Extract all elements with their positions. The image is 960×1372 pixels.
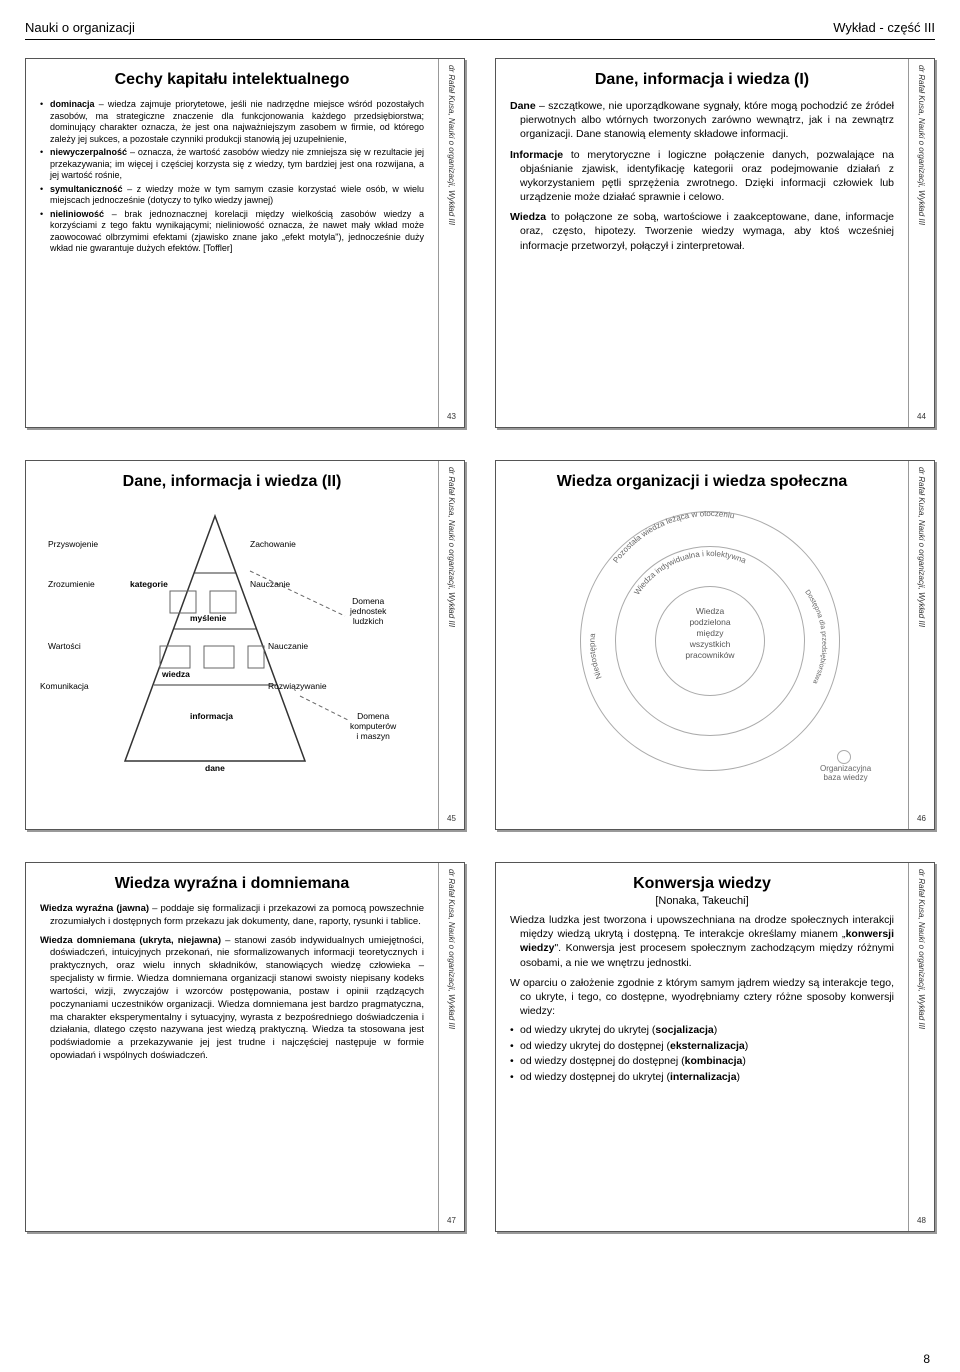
arc-right: Dostępna dla przedsiębiorstwa [803,589,827,685]
slide-body: Wiedza organizacji i wiedza społeczna Po… [496,461,908,829]
body-text: Dane – szczątkowe, nie uporządkowane syg… [510,99,894,253]
slide-sidebar: dr Rafał Kusa, Nauki o organizacji, Wykł… [438,461,464,829]
list-item: symultaniczność – z wiedzy może w tym sa… [40,184,424,207]
slide-sidebar: dr Rafał Kusa, Nauki o organizacji, Wykł… [908,461,934,829]
slide-sidebar: dr Rafał Kusa, Nauki o organizacji, Wykł… [438,59,464,427]
sidebar-credit: dr Rafał Kusa, Nauki o organizacji, Wykł… [447,467,456,810]
slide-sidebar: dr Rafał Kusa, Nauki o organizacji, Wykł… [438,863,464,1231]
slide-title: Dane, informacja i wiedza (II) [40,473,424,491]
bullet-list: od wiedzy ukrytej do ukrytej (socjalizac… [510,1024,894,1084]
list-item: nieliniowość – brak jednoznacznej korela… [40,209,424,255]
tri-t4: informacja [190,711,233,721]
org-base-text: Organizacyjna baza wiedzy [820,764,871,782]
paragraph: W oparciu o założenie zgodnie z którym s… [510,976,894,1019]
slide-sidebar: dr Rafał Kusa, Nauki o organizacji, Wykł… [908,863,934,1231]
triangle-diagram: Przyswojenie Zrozumienie Wartości Komuni… [40,501,424,791]
slide-43: Cechy kapitału intelektualnego dominacja… [25,58,465,428]
slide-body: Wiedza wyraźna i domniemana Wiedza wyraź… [26,863,438,1231]
slide-48: Konwersja wiedzy [Nonaka, Takeuchi] Wied… [495,862,935,1232]
arc-left: Niedostępna [588,632,604,680]
sidebar-credit: dr Rafał Kusa, Nauki o organizacji, Wykł… [917,869,926,1212]
svg-text:Dostępna dla przedsiębiorstwa: Dostępna dla przedsiębiorstwa [803,589,827,685]
slide-body: Cechy kapitału intelektualnego dominacja… [26,59,438,427]
slide-47: Wiedza wyraźna i domniemana Wiedza wyraź… [25,862,465,1232]
circle-center-text: Wiedza podzielona między wszystkich prac… [660,606,760,661]
paragraph: Dane – szczątkowe, nie uporządkowane syg… [510,99,894,142]
tri-label-r4: Rozwiązywanie [268,681,327,691]
tri-label-l4: Komunikacja [40,681,89,691]
slide-body: Dane, informacja i wiedza (II) Przyswoje… [26,461,438,829]
list-item: od wiedzy dostępnej do dostępnej (kombin… [510,1055,894,1068]
slide-44: Dane, informacja i wiedza (I) Dane – szc… [495,58,935,428]
tri-label-l2: Zrozumienie [48,579,95,589]
sidebar-credit: dr Rafał Kusa, Nauki o organizacji, Wykł… [447,65,456,408]
page-header: Nauki o organizacji Wykład - część III [25,20,935,40]
slide-number: 43 [447,412,456,421]
slide-body: Dane, informacja i wiedza (I) Dane – szc… [496,59,908,427]
slide-title: Wiedza organizacji i wiedza społeczna [510,473,894,491]
slide-number: 46 [917,814,926,823]
slide-45: Dane, informacja i wiedza (II) Przyswoje… [25,460,465,830]
slide-row-3: Wiedza wyraźna i domniemana Wiedza wyraź… [25,862,935,1232]
svg-text:Niedostępna: Niedostępna [588,632,604,680]
tri-t2: myślenie [190,613,226,623]
tri-label-r1: Zachowanie [250,539,296,549]
tri-label-l1: Przyswojenie [48,539,98,549]
slide-subtitle: [Nonaka, Takeuchi] [510,895,894,907]
slide-body: Konwersja wiedzy [Nonaka, Takeuchi] Wied… [496,863,908,1231]
slide-row-2: Dane, informacja i wiedza (II) Przyswoje… [25,460,935,830]
slide-46: Wiedza organizacji i wiedza społeczna Po… [495,460,935,830]
slide-number: 44 [917,412,926,421]
sidebar-credit: dr Rafał Kusa, Nauki o organizacji, Wykł… [447,869,456,1212]
paragraph: Informacje to merytoryczne i logiczne po… [510,148,894,205]
org-base-label: Organizacyjna baza wiedzy [820,741,871,782]
body-text: Wiedza ludzka jest tworzona i upowszechn… [510,913,894,1018]
tri-t1: kategorie [130,579,168,589]
slide-title: Cechy kapitału intelektualnego [40,71,424,89]
slide-row-1: Cechy kapitału intelektualnego dominacja… [25,58,935,428]
paragraph: Wiedza to połączone ze sobą, wartościowe… [510,210,894,253]
paragraph: Wiedza wyraźna (jawna) – poddaje się for… [40,903,424,929]
body-text: Wiedza wyraźna (jawna) – poddaje się for… [40,903,424,1063]
list-item: od wiedzy ukrytej do dostępnej (eksterna… [510,1040,894,1053]
list-item: od wiedzy dostępnej do ukrytej (internal… [510,1071,894,1084]
triangle-svg [40,501,438,791]
tri-label-l3: Wartości [48,641,81,651]
bullet-list: dominacja – wiedza zajmuje priorytetowe,… [40,99,424,255]
slide-title: Wiedza wyraźna i domniemana [40,875,424,893]
slide-sidebar: dr Rafał Kusa, Nauki o organizacji, Wykł… [908,59,934,427]
list-item: niewyczerpalność – oznacza, że wartość z… [40,147,424,182]
tri-label-r2: Nauczanie [250,579,290,589]
header-right: Wykład - część III [833,20,935,35]
sidebar-credit: dr Rafał Kusa, Nauki o organizacji, Wykł… [917,65,926,408]
tri-label-r3: Nauczanie [268,641,308,651]
org-base-icon [837,750,851,764]
domain-bottom: Domena komputerów i maszyn [350,711,396,742]
slide-title: Konwersja wiedzy [510,875,894,893]
tri-t5: dane [205,763,225,773]
slide-number: 45 [447,814,456,823]
arc-mid: Wiedza indywidualna i kolektywna [632,549,748,597]
tri-t3: wiedza [162,669,190,679]
slide-number: 47 [447,1216,456,1225]
circles-diagram: Pozostała wiedza leżąca w otoczeniu Wied… [510,501,894,791]
header-left: Nauki o organizacji [25,20,135,35]
paragraph: Wiedza domniemana (ukryta, niejawna) – s… [40,935,424,1063]
page-number: 8 [923,1352,930,1366]
list-item: dominacja – wiedza zajmuje priorytetowe,… [40,99,424,145]
list-item: od wiedzy ukrytej do ukrytej (socjalizac… [510,1024,894,1037]
svg-text:Wiedza indywidualna i kolektyw: Wiedza indywidualna i kolektywna [632,549,748,597]
slide-title: Dane, informacja i wiedza (I) [510,71,894,89]
paragraph: Wiedza ludzka jest tworzona i upowszechn… [510,913,894,970]
domain-top: Domena jednostek ludzkich [350,596,386,627]
sidebar-credit: dr Rafał Kusa, Nauki o organizacji, Wykł… [917,467,926,810]
slide-number: 48 [917,1216,926,1225]
